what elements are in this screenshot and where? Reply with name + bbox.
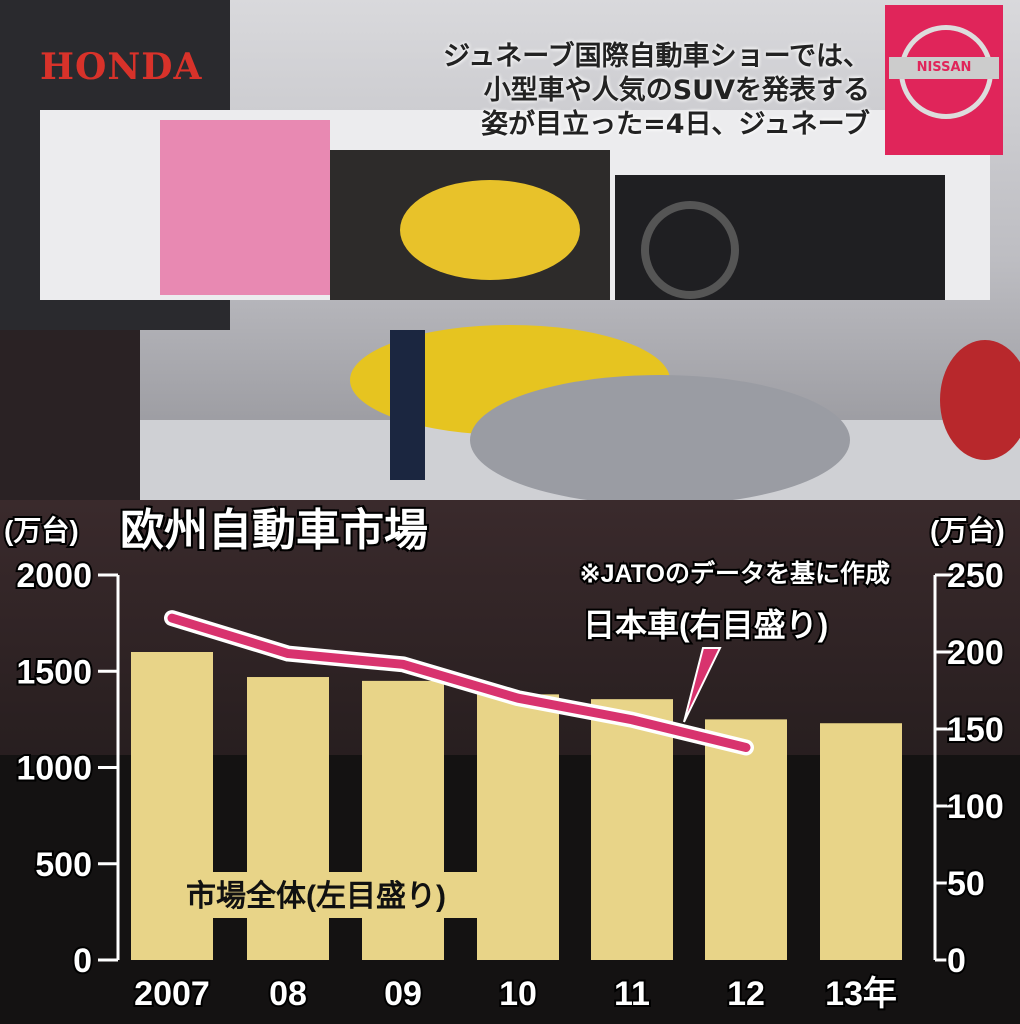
line-japanese-cars xyxy=(167,613,751,752)
left-axis-tick-label: 1500 xyxy=(16,653,92,691)
nissan-logo: NISSAN xyxy=(885,5,1003,155)
left-axis-unit: (万台) xyxy=(4,514,79,546)
chart-title: 欧州自動車市場 xyxy=(120,505,428,556)
x-axis-tick-label: 09 xyxy=(384,975,422,1013)
line-point-11 xyxy=(631,718,633,721)
legend-market-total: 市場全体(左目盛り) xyxy=(186,879,446,913)
bar-12 xyxy=(705,719,787,960)
legend-japanese-cars: 日本車(右目盛り) xyxy=(583,607,828,643)
x-axis-tick-label: 13年 xyxy=(825,975,897,1013)
right-axis-tick-label: 100 xyxy=(947,788,1004,826)
left-axis-tick-label: 1000 xyxy=(16,750,92,788)
caption-line: 小型車や人気のSUVを発表する xyxy=(483,75,870,106)
right-axis-tick-label: 150 xyxy=(947,711,1004,749)
x-axis-tick-label: 2007 xyxy=(134,975,210,1013)
line-point-2007 xyxy=(171,617,173,620)
source-note: ※JATOのデータを基に作成 xyxy=(580,559,890,588)
caption-line: ジュネーブ国際自動車ショーでは、 xyxy=(443,41,870,72)
left-axis-tick-label: 2000 xyxy=(16,557,92,595)
honda-logo: HONDA xyxy=(40,46,203,88)
bar-11 xyxy=(591,699,673,960)
x-axis-tick-label: 08 xyxy=(269,975,307,1013)
bar-13年 xyxy=(820,723,902,960)
right-axis-unit: (万台) xyxy=(930,514,1005,546)
right-axis-tick-label: 0 xyxy=(947,942,966,980)
line-point-08 xyxy=(287,652,289,655)
legend-bg xyxy=(180,872,520,918)
x-axis-tick-label: 11 xyxy=(614,975,650,1013)
photo-caption: ジュネーブ国際自動車ショーでは、 小型車や人気のSUVを発表する 姿が目立った=… xyxy=(443,40,870,142)
right-axis-tick-label: 50 xyxy=(947,865,985,903)
bar-09 xyxy=(362,680,444,960)
right-axis-tick-label: 200 xyxy=(947,634,1004,672)
x-axis-tick-label: 10 xyxy=(499,975,537,1013)
line-point-12 xyxy=(745,746,747,749)
bar-10 xyxy=(477,694,559,960)
x-axis-tick-label: 12 xyxy=(727,975,765,1013)
left-axis-tick-label: 0 xyxy=(73,942,92,980)
line-point-10 xyxy=(517,697,519,700)
left-axis-tick-label: 500 xyxy=(35,846,92,884)
caption-line: 姿が目立った=4日、ジュネーブ xyxy=(481,109,870,140)
line-point-09 xyxy=(402,663,404,666)
line-callout-pointer xyxy=(683,647,722,723)
right-axis-tick-label: 250 xyxy=(947,557,1004,595)
